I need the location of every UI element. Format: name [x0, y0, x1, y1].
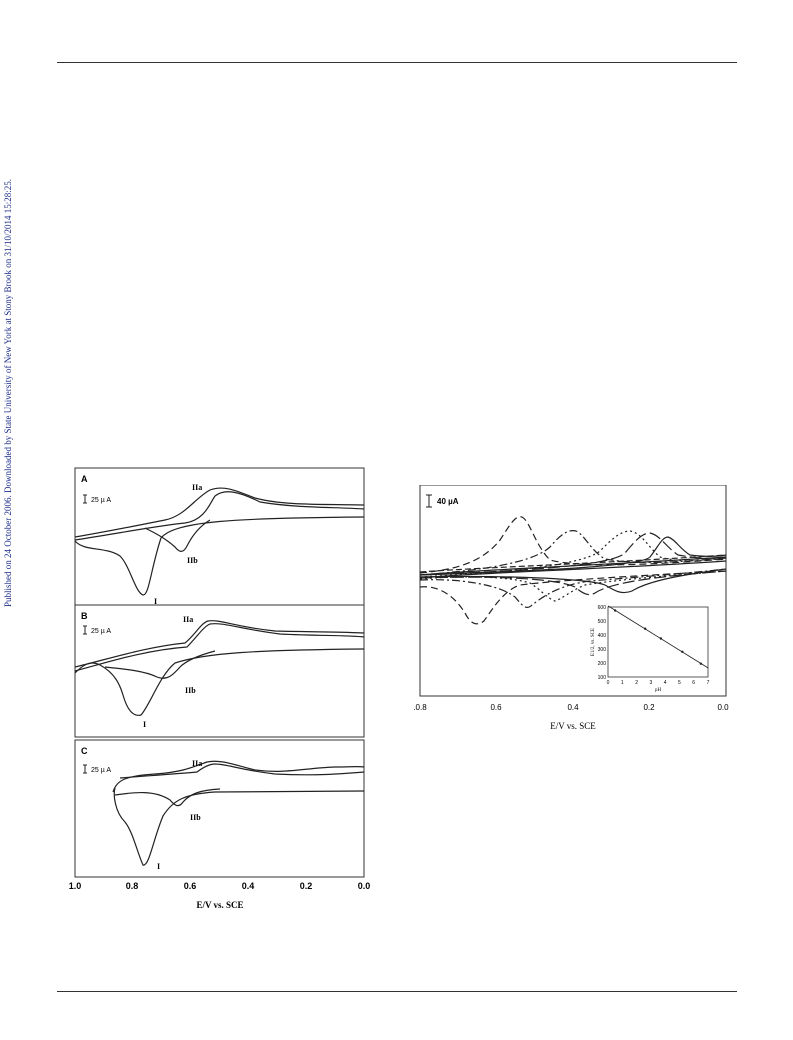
tick-label: 0.4 [567, 703, 579, 712]
left-x-axis: 1.0 0.8 0.6 0.4 0.2 0.0 [69, 881, 371, 891]
inset-x-tick: 6 [692, 680, 695, 686]
cv-curve-dashdot [419, 530, 727, 576]
bottom-rule [57, 991, 737, 992]
panel-c-cv-curve [114, 788, 221, 807]
tick-label: 0.4 [242, 881, 255, 891]
left-x-axis-title: E/V vs. SCE [196, 900, 243, 910]
cv-baseline [419, 554, 727, 573]
cv-curve-dashed [419, 570, 727, 625]
inset-x-tick: 3 [650, 680, 653, 686]
inset-y-tick: 300 [598, 647, 607, 653]
peak-label-iia: IIa [183, 615, 193, 624]
inset-x-tick: 4 [664, 680, 667, 686]
inset-fit-line [607, 605, 709, 669]
peak-label-iia: IIa [192, 483, 202, 492]
peak-label-i: I [143, 720, 146, 729]
cv-curve-dotted [419, 570, 727, 602]
peak-label-iib: IIb [185, 686, 196, 695]
inset-point [659, 637, 663, 640]
tick-label: 0.0 [358, 881, 371, 891]
panel-b: B 25 µ A IIa IIb I [74, 604, 365, 738]
inset-plot [607, 605, 709, 669]
peak-label-iib: IIb [190, 813, 201, 822]
panel-b-cv-curve [74, 648, 365, 716]
inset-y-title: E1/2, vs. SCE [591, 628, 596, 656]
tick-label: .0.8 [413, 703, 427, 712]
cv-curve-longdash [419, 570, 727, 596]
panel-c: C 25 µ A IIa IIb I [74, 739, 365, 878]
panel-c-cv-curve [113, 787, 365, 866]
inset-x-tick: 1 [621, 680, 624, 686]
panel-c-label: C [81, 746, 88, 756]
inset-y-tick: 500 [598, 619, 607, 625]
inset-y-tick: 100 [598, 675, 607, 681]
inset-point [613, 609, 617, 612]
tick-label: 0.2 [300, 881, 313, 891]
right-scale-label: 40 µA [437, 497, 459, 506]
cv-figure-abc: A 25 µ A IIa IIb I B 25 µ A IIa IIb I C … [69, 467, 371, 910]
panel-b-scale-label: 25 µ A [91, 628, 111, 635]
panel-a-cv-curve [74, 516, 365, 596]
cv-figure-ph: 40 µA 600 500 400 300 200 100 0 1 2 3 4 [413, 485, 729, 731]
inset-x-tick: 5 [678, 680, 681, 686]
panel-a-cv-curve [144, 519, 211, 552]
tick-label: 0.6 [184, 881, 197, 891]
inset-x-title: pH [655, 688, 662, 693]
right-x-axis-title: E/V vs. SCE [550, 721, 596, 731]
peak-label-iia: IIa [192, 759, 202, 768]
panel-c-frame [74, 739, 365, 878]
cv-curve-dotted [419, 530, 727, 578]
inset-x-tick: 2 [635, 680, 638, 686]
panel-b-cv-curve [74, 620, 365, 668]
right-x-axis: .0.8 0.6 0.4 0.2 0.0 [413, 703, 729, 712]
right-frame [419, 485, 727, 697]
panel-b-frame [74, 604, 365, 738]
panel-a-label: A [81, 474, 88, 484]
cv-curve-longdash [419, 532, 727, 576]
panel-b-label: B [81, 611, 88, 621]
panel-b-cv-curve [104, 650, 216, 679]
panel-c-cv-curve [119, 763, 365, 779]
panel-a-cv-curve [74, 487, 365, 538]
tick-label: 0.6 [490, 703, 502, 712]
panel-a: A 25 µ A IIa IIb I [74, 467, 365, 606]
inset-point [643, 627, 647, 630]
inset-y-tick: 200 [598, 661, 607, 667]
panel-b-cv-curve [74, 623, 365, 672]
inset-frame [607, 606, 709, 678]
tick-label: 0.2 [643, 703, 655, 712]
cv-curve-solid [419, 536, 727, 576]
cv-curve-solid [419, 568, 727, 594]
inset-point [699, 662, 703, 665]
inset-y-ticks: 600 500 400 300 200 100 [598, 605, 607, 681]
inset-point [681, 650, 684, 653]
panel-a-cv-curve [74, 491, 365, 541]
tick-label: 0.0 [717, 703, 729, 712]
inset-x-tick: 7 [707, 680, 710, 686]
inset-x-tick: 0 [607, 680, 610, 686]
peak-label-iib: IIb [187, 556, 198, 565]
peak-label-i: I [157, 862, 160, 871]
panel-c-cv-curve [112, 760, 365, 793]
panel-a-scale-label: 25 µ A [91, 497, 111, 504]
cv-curve-dashdot [419, 568, 727, 609]
inset-y-tick: 600 [598, 605, 607, 611]
panel-c-scale-label: 25 µ A [91, 767, 111, 774]
inset-chart: 600 500 400 300 200 100 0 1 2 3 4 5 6 7 … [591, 605, 710, 693]
tick-label: 1.0 [69, 881, 82, 891]
inset-y-tick: 400 [598, 633, 607, 639]
cv-curve-dashed [419, 516, 727, 574]
peak-label-i: I [154, 597, 157, 606]
inset-x-ticks: 0 1 2 3 4 5 6 7 [607, 680, 710, 686]
tick-label: 0.8 [126, 881, 139, 891]
download-notice: Published on 24 October 2006. Downloaded… [3, 179, 13, 607]
top-rule [57, 62, 737, 63]
